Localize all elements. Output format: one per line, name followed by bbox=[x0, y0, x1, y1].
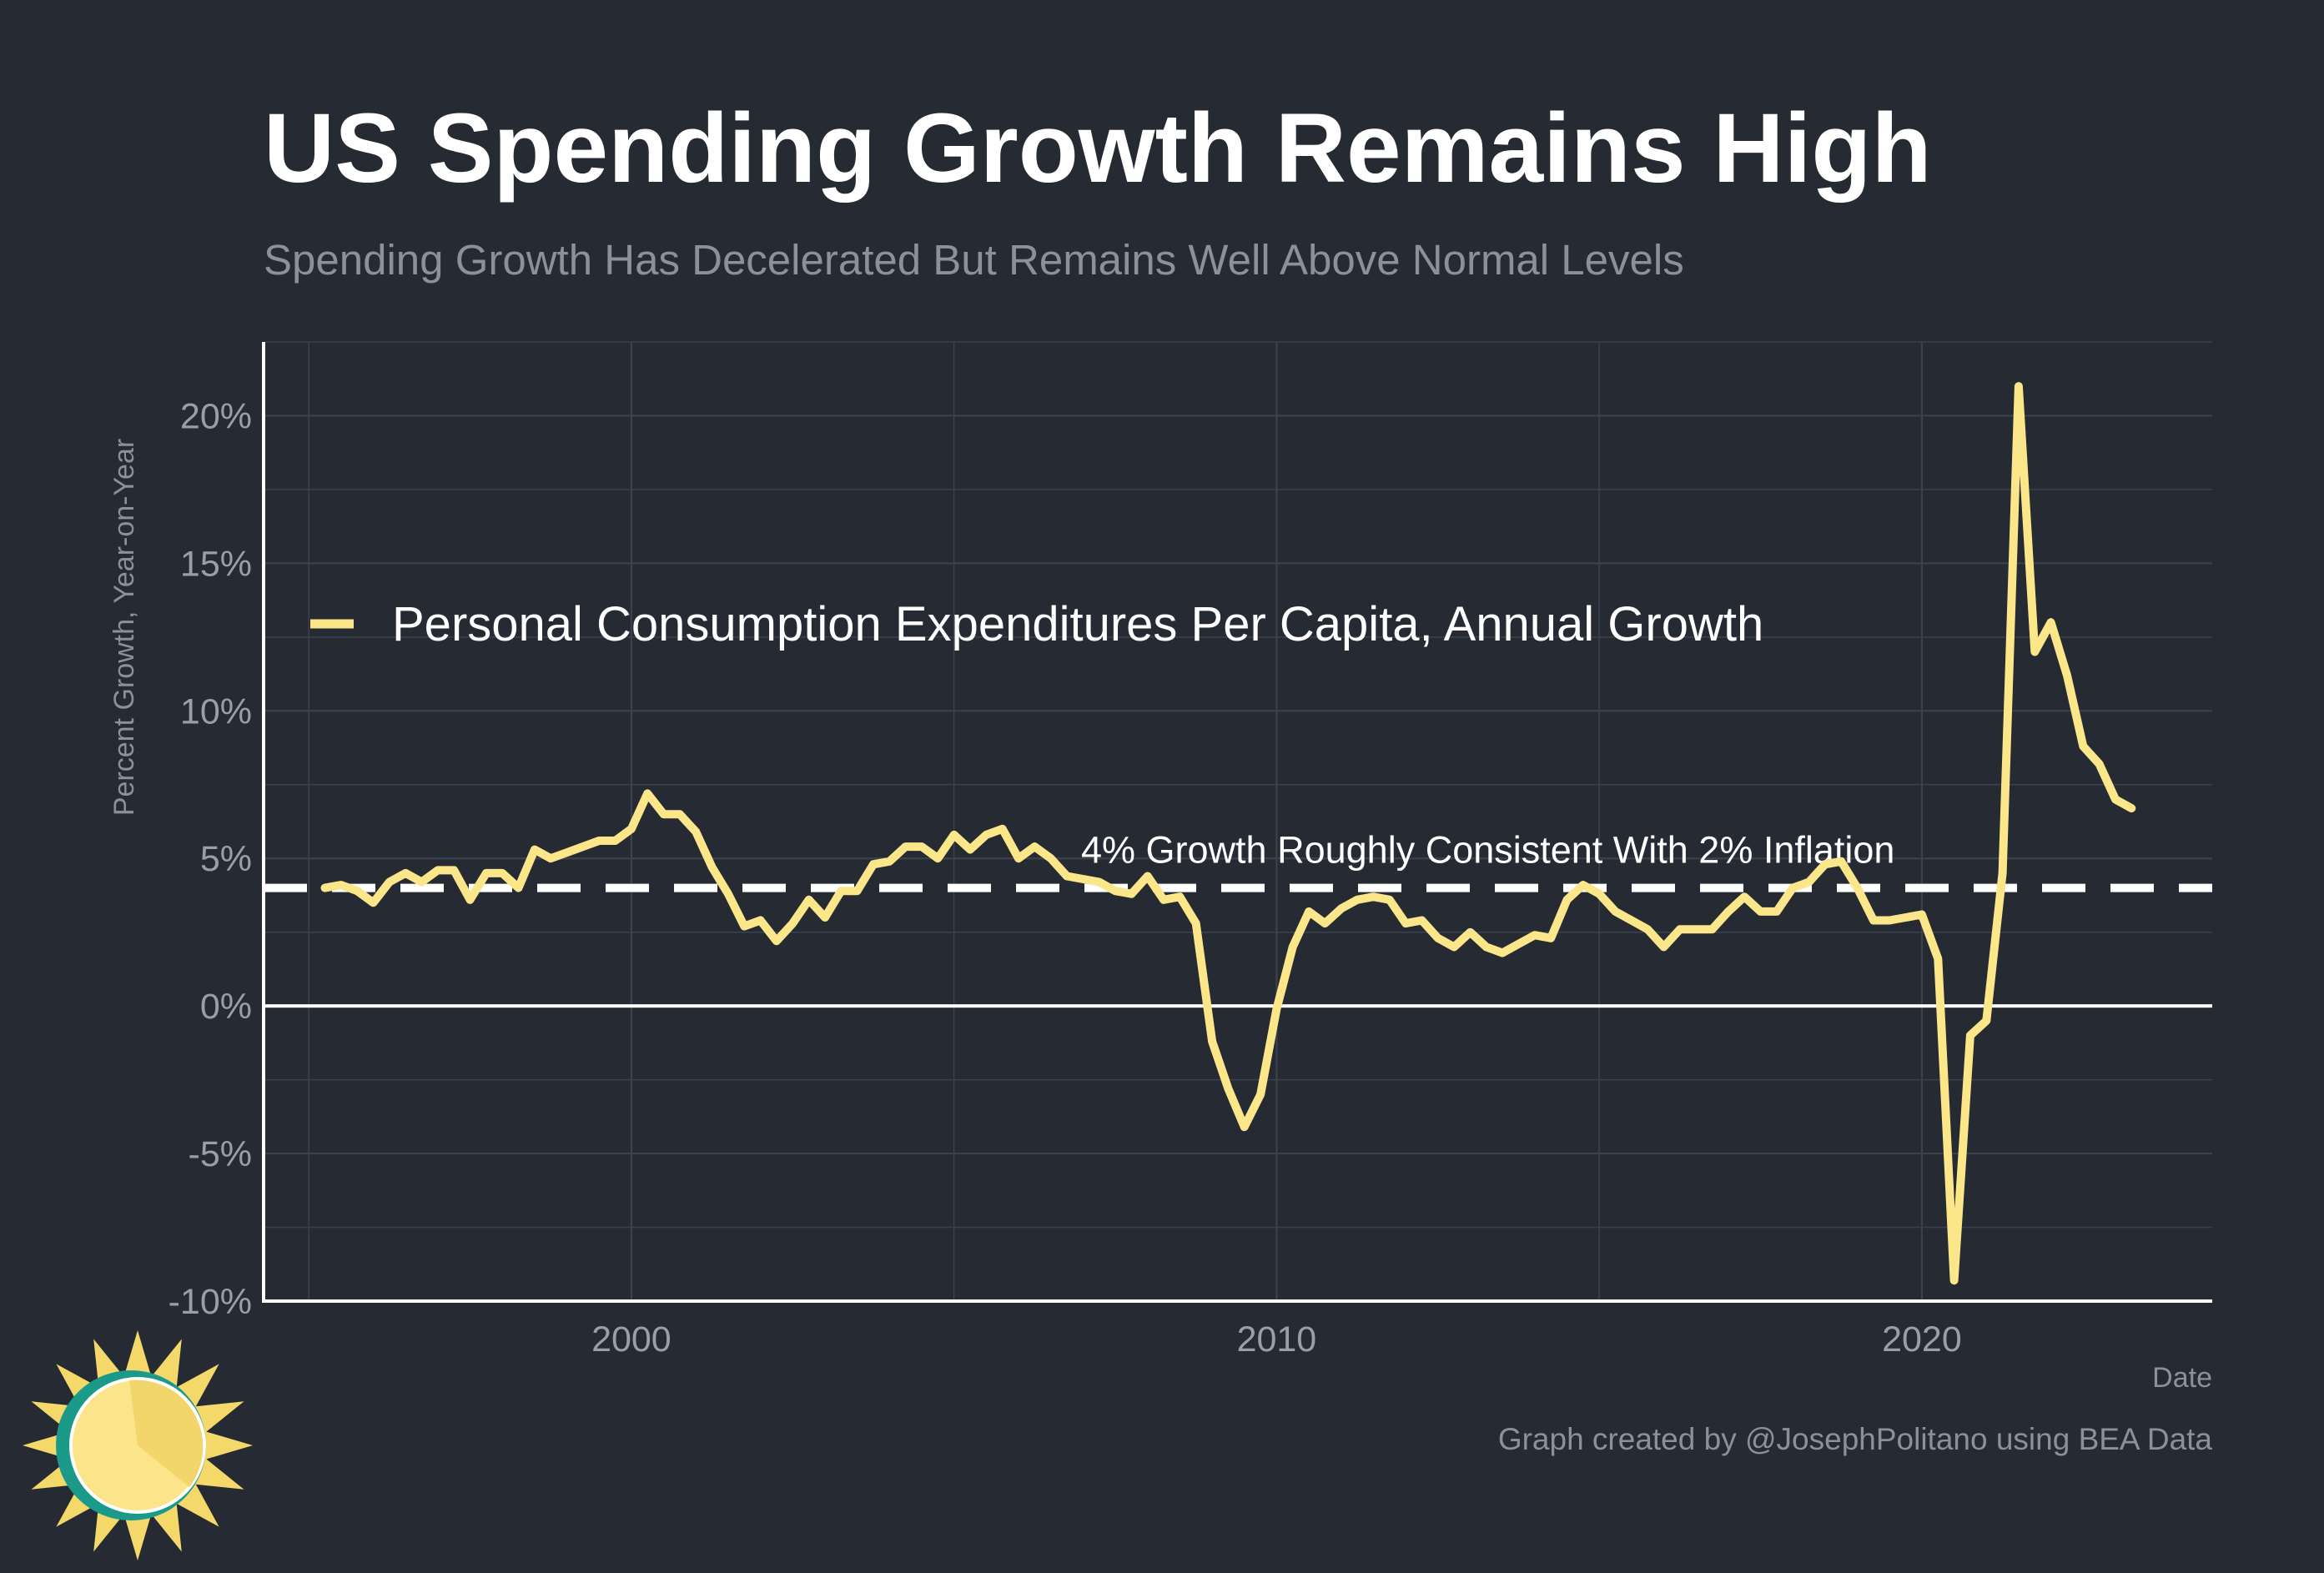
reference-annotation: 4% Growth Roughly Consistent With 2% Inf… bbox=[1081, 829, 1894, 872]
grid-minor bbox=[264, 341, 2212, 1301]
x-tick-label: 2020 bbox=[1882, 1319, 1962, 1359]
series-line-pce-growth bbox=[320, 382, 2136, 1285]
footer-credit: Graph created by @JosephPolitano using B… bbox=[1497, 1422, 2212, 1456]
y-axis-title: Percent Growth, Year-on-Year bbox=[108, 439, 140, 816]
y-tick-label: 10% bbox=[180, 691, 252, 731]
y-tick-label: -10% bbox=[169, 1282, 252, 1322]
x-tick-labels: 2000 2010 2020 bbox=[591, 1319, 1962, 1359]
y-tick-labels: -10% -5% 0% 5% 10% 15% 20% bbox=[169, 396, 252, 1322]
chart-subtitle: Spending Growth Has Decelerated But Rema… bbox=[264, 236, 1684, 284]
x-axis-title: Date bbox=[2152, 1362, 2212, 1394]
y-tick-label: 5% bbox=[200, 839, 252, 879]
y-tick-label: -5% bbox=[189, 1134, 252, 1174]
grid-major bbox=[264, 342, 2212, 1303]
chart-title: US Spending Growth Remains High bbox=[264, 93, 1932, 204]
sun-shade bbox=[129, 1380, 204, 1487]
x-tick-label: 2010 bbox=[1237, 1319, 1317, 1359]
legend-entry-label: Personal Consumption Expenditures Per Ca… bbox=[392, 597, 1763, 651]
y-tick-label: 20% bbox=[180, 396, 252, 436]
y-tick-label: 0% bbox=[200, 987, 252, 1027]
legend: Personal Consumption Expenditures Per Ca… bbox=[310, 597, 1763, 651]
y-tick-label: 15% bbox=[180, 544, 252, 584]
sun-logo-icon bbox=[23, 1330, 253, 1560]
x-tick-label: 2000 bbox=[591, 1319, 672, 1359]
